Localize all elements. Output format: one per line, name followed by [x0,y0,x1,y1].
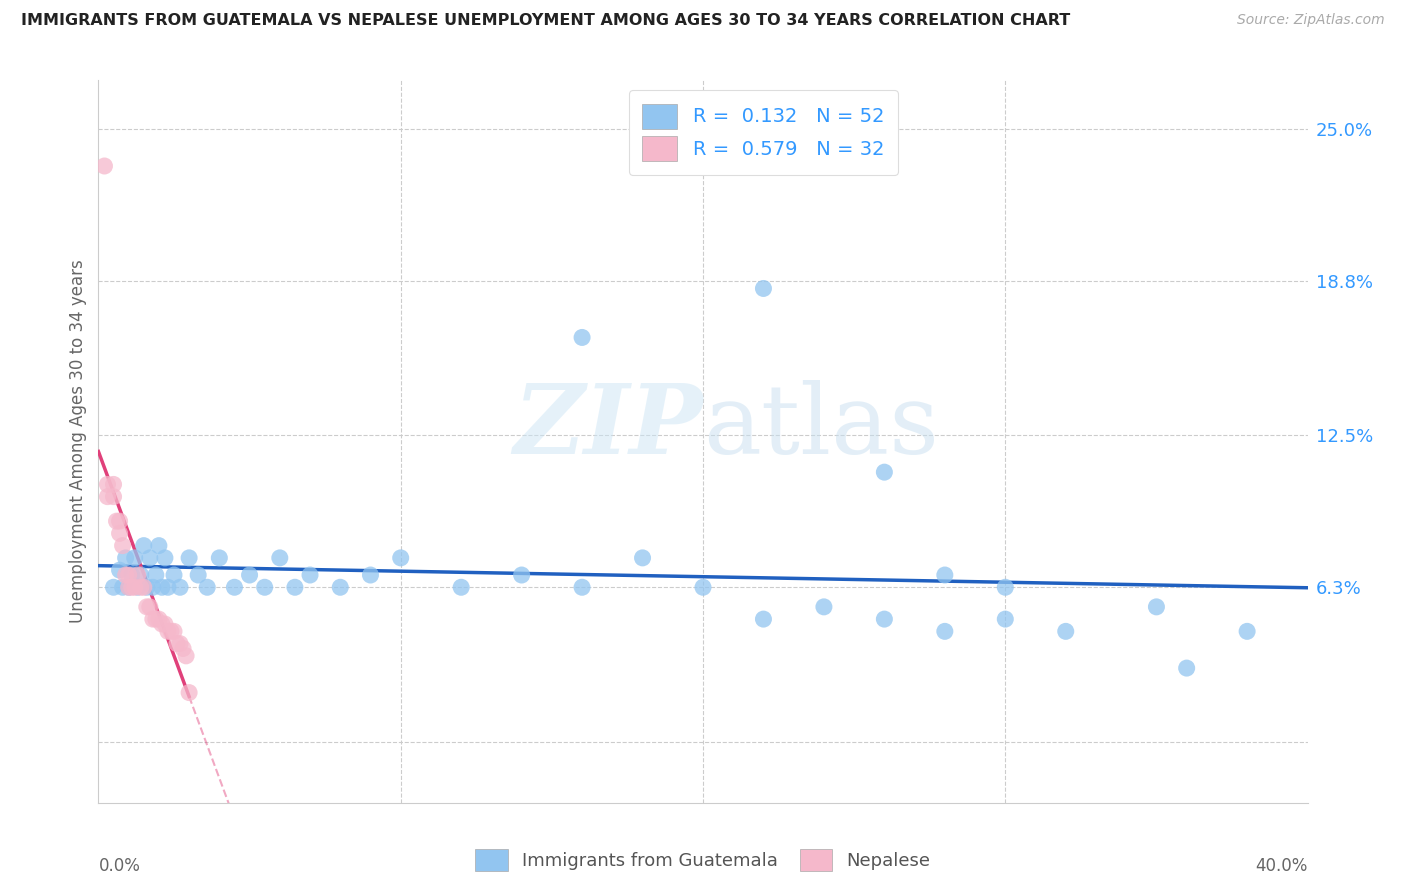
Point [142,580,165,594]
Point [135,599,157,614]
Point [93,159,115,173]
Point [150,617,173,632]
Point [148,612,170,626]
Point [450,580,472,594]
Point [269,550,291,565]
Point [118,580,141,594]
Point [150,580,173,594]
Point [510,568,533,582]
Point [163,624,186,639]
Point [169,637,191,651]
Point [145,568,167,582]
Point [873,465,896,479]
Point [1236,624,1258,639]
Point [179,685,201,699]
Text: Source: ZipAtlas.com: Source: ZipAtlas.com [1237,13,1385,28]
Point [239,568,262,582]
Point [224,580,246,594]
Point [108,563,131,577]
Point [169,580,191,594]
Point [103,580,125,594]
Point [1144,599,1167,614]
Point [148,539,170,553]
Text: 40.0%: 40.0% [1256,857,1308,875]
Point [103,490,125,504]
Point [153,617,176,632]
Point [934,624,956,639]
Point [114,550,136,565]
Point [145,612,167,626]
Point [253,580,276,594]
Point [1054,624,1077,639]
Point [994,580,1017,594]
Point [813,599,835,614]
Point [163,568,186,582]
Point [160,624,183,639]
Point [156,580,179,594]
Point [153,550,176,565]
Point [121,568,143,582]
Point [195,580,218,594]
Text: atlas: atlas [703,380,939,474]
Point [174,648,197,663]
Point [108,514,131,528]
Point [631,550,654,565]
Point [129,580,152,594]
Point [118,580,141,594]
Point [129,568,152,582]
Point [103,477,125,491]
Point [135,580,157,594]
Legend: Immigrants from Guatemala, Nepalese: Immigrants from Guatemala, Nepalese [468,842,938,879]
Point [166,637,188,651]
Point [692,580,714,594]
Point [111,580,134,594]
Point [994,612,1017,626]
Point [934,568,956,582]
Point [329,580,352,594]
Point [873,612,896,626]
Point [118,568,141,582]
Point [139,599,162,614]
Text: ZIP: ZIP [513,380,703,474]
Point [127,568,149,582]
Legend: R =  0.132   N = 52, R =  0.579   N = 32: R = 0.132 N = 52, R = 0.579 N = 32 [628,90,898,175]
Point [571,580,593,594]
Point [96,477,118,491]
Point [752,612,775,626]
Point [284,580,307,594]
Point [179,550,201,565]
Point [139,550,162,565]
Point [111,539,134,553]
Point [114,568,136,582]
Text: IMMIGRANTS FROM GUATEMALA VS NEPALESE UNEMPLOYMENT AMONG AGES 30 TO 34 YEARS COR: IMMIGRANTS FROM GUATEMALA VS NEPALESE UN… [21,13,1070,29]
Y-axis label: Unemployment Among Ages 30 to 34 years: Unemployment Among Ages 30 to 34 years [69,260,87,624]
Point [1175,661,1198,675]
Point [132,580,155,594]
Point [108,526,131,541]
Point [571,330,593,344]
Point [299,568,322,582]
Point [132,539,155,553]
Point [156,624,179,639]
Point [142,612,165,626]
Point [360,568,382,582]
Point [105,514,128,528]
Point [96,490,118,504]
Point [752,281,775,295]
Text: 0.0%: 0.0% [98,857,141,875]
Point [172,641,194,656]
Point [187,568,209,582]
Point [389,550,412,565]
Point [124,550,146,565]
Point [121,580,143,594]
Point [124,580,146,594]
Point [127,580,149,594]
Point [208,550,231,565]
